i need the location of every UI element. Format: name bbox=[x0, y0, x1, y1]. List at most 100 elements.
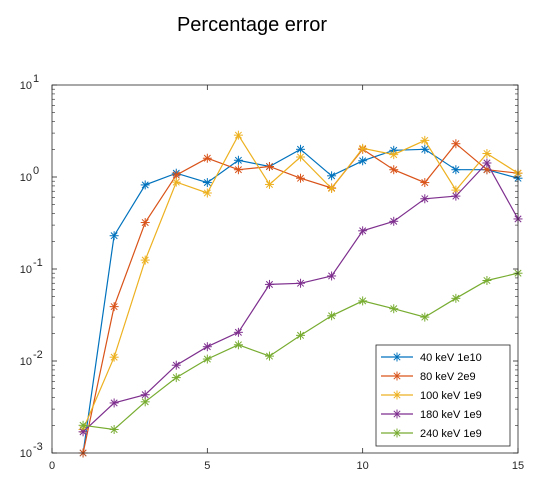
legend-item: 100 keV 1e9 bbox=[381, 390, 482, 402]
marker-stroke bbox=[483, 159, 491, 167]
marker-stroke bbox=[296, 174, 305, 182]
data-point bbox=[233, 155, 243, 165]
marker-stroke bbox=[172, 171, 180, 179]
data-point bbox=[420, 194, 430, 204]
marker-stroke bbox=[234, 156, 242, 164]
marker-stroke bbox=[172, 361, 180, 369]
data-point bbox=[233, 165, 243, 175]
marker-stroke bbox=[265, 180, 274, 188]
y-tick-exponent: 0 bbox=[33, 165, 39, 177]
marker-stroke bbox=[390, 151, 398, 159]
marker-stroke bbox=[296, 153, 305, 161]
marker-stroke bbox=[393, 410, 401, 418]
marker-stroke bbox=[393, 429, 401, 437]
y-tick-exponent: -3 bbox=[33, 441, 43, 453]
x-tick-label: 5 bbox=[204, 460, 210, 472]
data-point bbox=[264, 179, 274, 189]
marker-stroke bbox=[79, 428, 87, 436]
x-tick-label: 0 bbox=[49, 460, 55, 472]
marker-stroke bbox=[141, 218, 149, 227]
data-point bbox=[389, 165, 399, 175]
marker-stroke bbox=[296, 279, 305, 287]
marker-stroke bbox=[421, 136, 429, 144]
marker-stroke bbox=[234, 328, 242, 336]
data-point bbox=[420, 178, 430, 188]
data-point bbox=[264, 162, 274, 172]
x-tick-label: 10 bbox=[357, 460, 369, 472]
data-point bbox=[140, 255, 150, 265]
data-point bbox=[109, 302, 119, 312]
marker-stroke bbox=[390, 217, 398, 225]
y-tick-label: 10 bbox=[20, 80, 32, 92]
data-point bbox=[233, 327, 243, 337]
y-tick-label: 10 bbox=[20, 264, 32, 276]
legend-marker bbox=[392, 409, 402, 419]
legend-item: 180 keV 1e9 bbox=[381, 409, 482, 421]
data-point bbox=[78, 420, 88, 430]
y-tick-exponent: -2 bbox=[33, 349, 43, 361]
y-tick-exponent: 1 bbox=[33, 73, 39, 85]
y-tick-label: 10 bbox=[20, 448, 32, 460]
data-point bbox=[451, 165, 461, 175]
data-point bbox=[420, 144, 430, 154]
marker-stroke bbox=[265, 352, 274, 360]
marker-stroke bbox=[483, 276, 491, 285]
marker-stroke bbox=[234, 166, 242, 174]
marker-stroke bbox=[203, 179, 211, 187]
data-point bbox=[202, 354, 212, 364]
data-point bbox=[358, 226, 368, 236]
marker-stroke bbox=[110, 399, 118, 407]
data-point bbox=[140, 218, 150, 228]
data-point bbox=[482, 275, 492, 285]
marker-stroke bbox=[452, 192, 460, 200]
marker-stroke bbox=[328, 272, 336, 280]
data-point bbox=[327, 271, 337, 281]
marker-stroke bbox=[421, 195, 429, 203]
series-layer bbox=[78, 130, 523, 458]
marker-stroke bbox=[141, 391, 149, 399]
data-point bbox=[296, 152, 306, 162]
data-point bbox=[109, 352, 119, 362]
data-point bbox=[171, 360, 181, 370]
legend-marker bbox=[392, 390, 402, 400]
data-point bbox=[482, 158, 492, 168]
marker-stroke bbox=[393, 372, 401, 380]
marker-stroke bbox=[203, 343, 211, 351]
marker-stroke bbox=[141, 181, 149, 189]
marker-stroke bbox=[110, 303, 118, 311]
marker-stroke bbox=[234, 341, 242, 349]
data-point bbox=[109, 398, 119, 408]
legend-item: 240 keV 1e9 bbox=[381, 428, 482, 440]
data-point bbox=[171, 177, 181, 187]
marker-stroke bbox=[328, 184, 336, 193]
data-point bbox=[451, 139, 461, 149]
data-point bbox=[296, 278, 306, 288]
marker-stroke bbox=[328, 172, 336, 180]
marker-stroke bbox=[203, 154, 211, 162]
legend-item: 80 keV 2e9 bbox=[381, 371, 476, 383]
data-point bbox=[451, 293, 461, 303]
marker-stroke bbox=[393, 353, 401, 361]
data-point bbox=[109, 231, 119, 241]
y-tick-exponent: -1 bbox=[33, 257, 43, 269]
marker-stroke bbox=[452, 294, 460, 302]
marker-stroke bbox=[203, 355, 211, 363]
marker-stroke bbox=[172, 178, 180, 186]
marker-stroke bbox=[421, 179, 429, 187]
marker-stroke bbox=[390, 166, 398, 174]
data-point bbox=[233, 340, 243, 350]
data-point bbox=[140, 180, 150, 190]
marker-stroke bbox=[110, 353, 118, 361]
data-point bbox=[420, 135, 430, 145]
marker-stroke bbox=[452, 140, 460, 148]
marker-stroke bbox=[110, 232, 118, 240]
legend: 40 keV 1e10 80 keV 2e9 100 keV 1e9 180 keV … bbox=[375, 344, 511, 447]
data-point bbox=[109, 425, 119, 435]
data-point bbox=[327, 311, 337, 321]
data-point bbox=[202, 178, 212, 188]
data-point bbox=[202, 188, 212, 198]
legend-marker bbox=[392, 428, 402, 438]
marker-stroke bbox=[421, 313, 429, 321]
